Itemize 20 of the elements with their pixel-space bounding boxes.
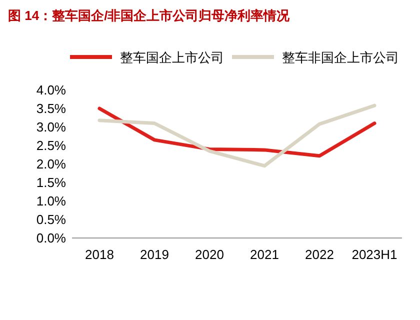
y-tick-label: 0.5% [36, 212, 66, 227]
y-tick-label: 1.5% [36, 175, 66, 190]
legend-label: 整车非国企上市公司 [282, 50, 399, 65]
line-series [98, 104, 376, 168]
y-tick-label: 1.0% [36, 194, 66, 208]
y-tick-label: 2.0% [36, 156, 66, 172]
x-tick-label: 2021 [250, 247, 279, 262]
x-tick-label: 2020 [195, 247, 224, 262]
y-tick-label: 3.5% [36, 101, 66, 116]
y-tick-label: 4.0% [36, 82, 66, 98]
x-tick-label: 2019 [140, 247, 169, 262]
line-series [98, 106, 376, 158]
legend-label: 整车国企上市公司 [120, 50, 224, 65]
y-tick-label: 0.0% [36, 230, 66, 246]
y-tick-label: 2.5% [36, 138, 66, 153]
x-tick-label: 2018 [85, 247, 114, 262]
x-tick-label: 2022 [305, 247, 334, 262]
chart-title: 图 14：整车国企/非国企上市公司归母净利率情况 [8, 8, 291, 23]
y-tick-label: 3.0% [36, 120, 66, 134]
x-tick-label: 2023H1 [352, 247, 398, 262]
